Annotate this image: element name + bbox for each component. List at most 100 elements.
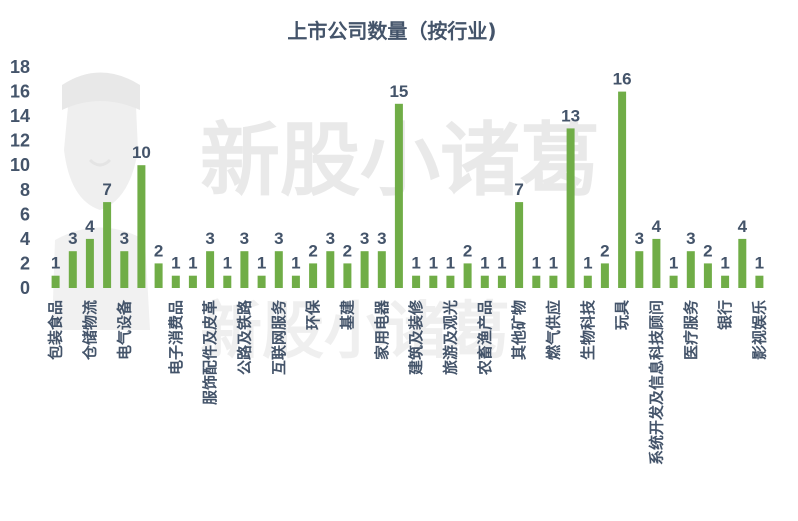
y-axis: 0 2 4 6 8 10 12 14 16 18 [10, 57, 30, 298]
data-label: 1 [429, 254, 438, 273]
data-label: 2 [463, 241, 472, 260]
data-label: 1 [257, 254, 266, 273]
x-tick-label: 玩具 [613, 300, 631, 330]
bar [721, 275, 730, 288]
data-label: 1 [480, 254, 489, 273]
bar [103, 202, 112, 288]
y-tick-label: 4 [20, 229, 30, 249]
data-label: 1 [549, 254, 558, 273]
bar [240, 251, 249, 288]
data-label: 1 [411, 254, 420, 273]
bar [309, 263, 318, 288]
bar [377, 251, 386, 288]
x-tick-label: 系统开发及信息科技顾问 [647, 300, 665, 465]
x-tick-label: 仓储物流 [81, 300, 99, 361]
data-label: 1 [497, 254, 506, 273]
x-tick-label: 农畜渔产品 [476, 300, 494, 376]
x-tick-label: 环保 [304, 299, 322, 330]
data-label: 1 [51, 254, 60, 273]
bar [583, 275, 592, 288]
bar [738, 238, 747, 288]
bars [51, 91, 764, 288]
bar [120, 251, 129, 288]
bar [532, 275, 541, 288]
x-tick-label: 电子消费品 [167, 300, 185, 375]
bar [755, 275, 764, 288]
bar [206, 251, 215, 288]
bar [274, 251, 283, 288]
x-tick-label: 服饰配件及皮革 [201, 300, 219, 405]
y-tick-label: 2 [20, 253, 30, 273]
bar [154, 263, 163, 288]
bar [652, 238, 661, 288]
y-tick-label: 12 [10, 131, 30, 151]
chart-title: 上市公司数量（按行业) [287, 19, 496, 43]
x-tick-label: 互联网服务 [270, 299, 288, 375]
data-label: 1 [755, 254, 764, 273]
y-tick-label: 14 [10, 106, 30, 126]
bar [51, 275, 60, 288]
x-tick-label: 家用电器 [373, 299, 391, 360]
data-label: 2 [703, 241, 712, 260]
bar [618, 91, 627, 288]
bar [515, 202, 524, 288]
bar [291, 275, 300, 288]
data-label: 3 [326, 229, 335, 248]
bar [446, 275, 455, 288]
data-label: 2 [343, 241, 352, 260]
bar [223, 275, 232, 288]
data-label: 2 [600, 241, 609, 260]
data-label: 3 [360, 229, 369, 248]
bar [360, 251, 369, 288]
data-label: 1 [171, 254, 180, 273]
bar [412, 275, 421, 288]
data-label: 3 [205, 229, 214, 248]
y-tick-label: 18 [10, 57, 30, 77]
data-label: 3 [635, 229, 644, 248]
data-label: 3 [120, 229, 129, 248]
bar [137, 165, 146, 288]
bar [343, 263, 352, 288]
x-tick-label: 其他矿物 [510, 300, 528, 360]
data-label: 1 [446, 254, 455, 273]
bar [635, 251, 644, 288]
bar [68, 251, 77, 288]
x-tick-label: 包装食品 [47, 300, 65, 360]
bar [686, 251, 695, 288]
x-tick-label: 建筑及装修 [407, 299, 425, 375]
data-label: 4 [85, 217, 95, 236]
x-tick-label: 医疗服务 [682, 299, 700, 360]
data-label: 2 [308, 241, 317, 260]
data-label: 1 [669, 254, 678, 273]
bar [669, 275, 678, 288]
x-tick-label: 公路及铁路 [235, 299, 253, 375]
data-label: 1 [720, 254, 729, 273]
x-tick-label: 电气设备 [115, 299, 133, 360]
y-tick-label: 0 [20, 278, 30, 298]
data-label: 1 [188, 254, 197, 273]
data-label: 1 [291, 254, 300, 273]
data-label: 1 [532, 254, 541, 273]
data-label: 15 [389, 82, 408, 101]
y-tick-label: 8 [20, 180, 30, 200]
bar [188, 275, 197, 288]
bar [566, 128, 575, 288]
x-tick-label: 影视娱乐 [750, 300, 768, 360]
bar [703, 263, 712, 288]
y-tick-label: 10 [10, 155, 30, 175]
data-label: 7 [514, 180, 523, 199]
data-label: 3 [377, 229, 386, 248]
data-label: 3 [686, 229, 695, 248]
bar [480, 275, 489, 288]
bar [257, 275, 266, 288]
y-tick-label: 16 [10, 82, 30, 102]
x-tick-label: 生物科技 [579, 299, 597, 360]
x-axis: 包装食品 仓储物流 电气设备 电子消费品 服饰配件及皮革 公路及铁路 互联网服务 环保 基建 家用… [47, 299, 769, 465]
data-label: 1 [583, 254, 592, 273]
data-label: 2 [154, 241, 163, 260]
bar [549, 275, 558, 288]
watermark-text-lower: 新股小诸葛 [200, 294, 510, 367]
bar [171, 275, 180, 288]
bar [394, 103, 403, 288]
